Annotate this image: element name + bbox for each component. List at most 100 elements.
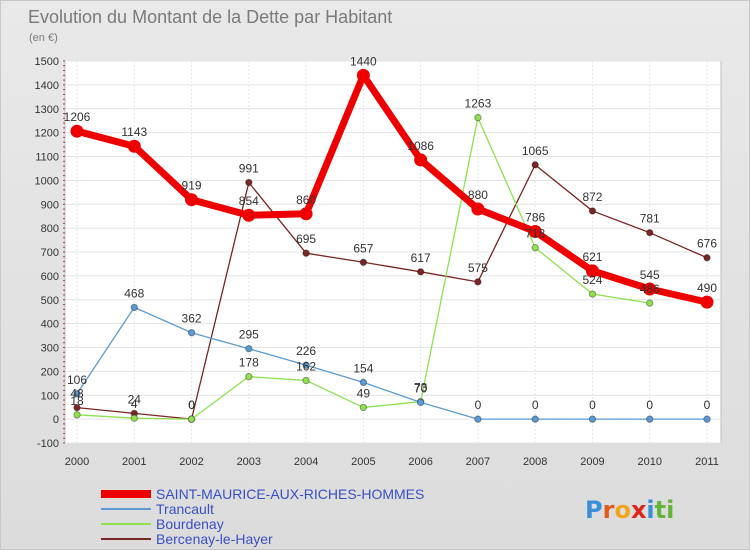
data-point: [471, 202, 485, 216]
data-label: 24: [128, 392, 142, 406]
data-point: [646, 299, 654, 307]
data-label: 0: [589, 398, 596, 412]
logo-letter: P: [585, 496, 603, 524]
data-label: 468: [124, 286, 144, 300]
y-tick-label: 900: [41, 199, 59, 211]
data-point: [299, 207, 313, 221]
data-label: 1263: [465, 97, 492, 111]
data-point: [73, 403, 81, 412]
data-point: [245, 372, 253, 381]
data-point: [588, 415, 597, 423]
data-point: [187, 415, 196, 423]
data-label: 575: [468, 261, 488, 275]
data-point: [588, 290, 597, 298]
data-point: [359, 403, 368, 412]
series-line-0: [73, 71, 711, 306]
data-point: [242, 208, 256, 222]
data-label: 154: [353, 361, 373, 375]
data-label: 1440: [350, 54, 377, 68]
series-line-3: [76, 164, 708, 420]
x-tick-label: 2005: [351, 456, 375, 468]
logo-letter: t: [655, 496, 666, 524]
data-point: [356, 68, 370, 82]
chart-subtitle: (en €): [29, 32, 58, 44]
x-tick-label: 2007: [466, 456, 490, 468]
data-label: 490: [697, 281, 717, 295]
x-tick-label: 2010: [637, 456, 661, 468]
data-label: 73: [414, 381, 428, 395]
y-tick-label: -100: [37, 438, 59, 450]
data-label: 362: [182, 312, 202, 326]
proxiti-logo: Proxiti: [585, 496, 674, 524]
data-label: 0: [475, 398, 482, 412]
y-tick-label: 600: [41, 271, 59, 283]
y-tick-label: 1200: [35, 128, 59, 140]
data-label: 545: [640, 268, 660, 282]
data-point: [646, 228, 654, 237]
x-tick-label: 2004: [294, 456, 318, 468]
legend-label: Bourdenay: [156, 516, 224, 532]
x-tick-label: 2011: [695, 456, 719, 468]
data-point: [127, 139, 141, 153]
data-point: [359, 378, 368, 387]
chart-title: Evolution du Montant de la Dette par Hab…: [28, 7, 392, 27]
data-label: 162: [296, 359, 316, 373]
data-label: 18: [70, 394, 84, 408]
data-label: 0: [532, 398, 539, 412]
data-label: 617: [411, 251, 431, 265]
data-point: [474, 113, 482, 122]
data-point: [646, 415, 654, 423]
data-label: 718: [525, 227, 545, 241]
data-label: 486: [640, 282, 660, 296]
data-label: 0: [704, 398, 711, 412]
y-tick-label: 400: [41, 319, 59, 331]
data-point: [703, 254, 711, 262]
legend-label: Bercenay-le-Hayer: [156, 531, 273, 547]
y-tick-label: 800: [41, 223, 59, 235]
data-point: [528, 224, 542, 238]
y-tick-label: 300: [41, 343, 59, 355]
y-tick-label: 500: [41, 295, 59, 307]
legend-label: Trancault: [156, 501, 214, 517]
data-label: 786: [525, 210, 545, 224]
data-label: 781: [640, 212, 660, 226]
x-tick-label: 2000: [65, 456, 89, 468]
x-tick-label: 2009: [580, 456, 604, 468]
data-label: 1206: [64, 110, 91, 124]
y-tick-label: 100: [41, 390, 59, 402]
data-point: [643, 282, 657, 296]
data-label: 860: [296, 193, 316, 207]
y-tick-label: 1300: [35, 104, 59, 116]
data-point: [531, 415, 539, 423]
data-point: [130, 303, 138, 312]
x-tick-label: 2003: [237, 456, 261, 468]
data-point: [700, 295, 714, 309]
legend-label: SAINT-MAURICE-AUX-RICHES-HOMMES: [156, 486, 424, 502]
x-axis: 2000 2001 2002 2003 2004 2005 2006 2007 2008 2009…: [65, 456, 719, 468]
logo-letter: r: [603, 496, 615, 524]
data-label: 0: [188, 398, 195, 412]
data-label: 4: [131, 397, 138, 411]
logo-letter: x: [631, 496, 647, 524]
data-point: [187, 328, 196, 337]
logo-text: Proxiti: [585, 496, 674, 524]
data-label: 0: [188, 398, 195, 412]
data-point: [531, 161, 539, 169]
data-label: 295: [239, 328, 259, 342]
y-tick-label: 1100: [35, 152, 59, 164]
grid: [65, 60, 721, 444]
data-label: 48: [70, 387, 84, 401]
y-tick-label: 0: [53, 414, 59, 426]
data-label: 1065: [522, 144, 549, 158]
data-point: [302, 361, 310, 369]
x-tick-label: 2001: [122, 456, 146, 468]
data-point: [416, 398, 425, 407]
data-point: [245, 178, 253, 187]
data-label: 621: [582, 250, 602, 264]
data-label: 70: [414, 381, 428, 395]
data-label: 1143: [121, 125, 147, 139]
data-point: [414, 153, 428, 167]
data-point: [185, 193, 199, 207]
